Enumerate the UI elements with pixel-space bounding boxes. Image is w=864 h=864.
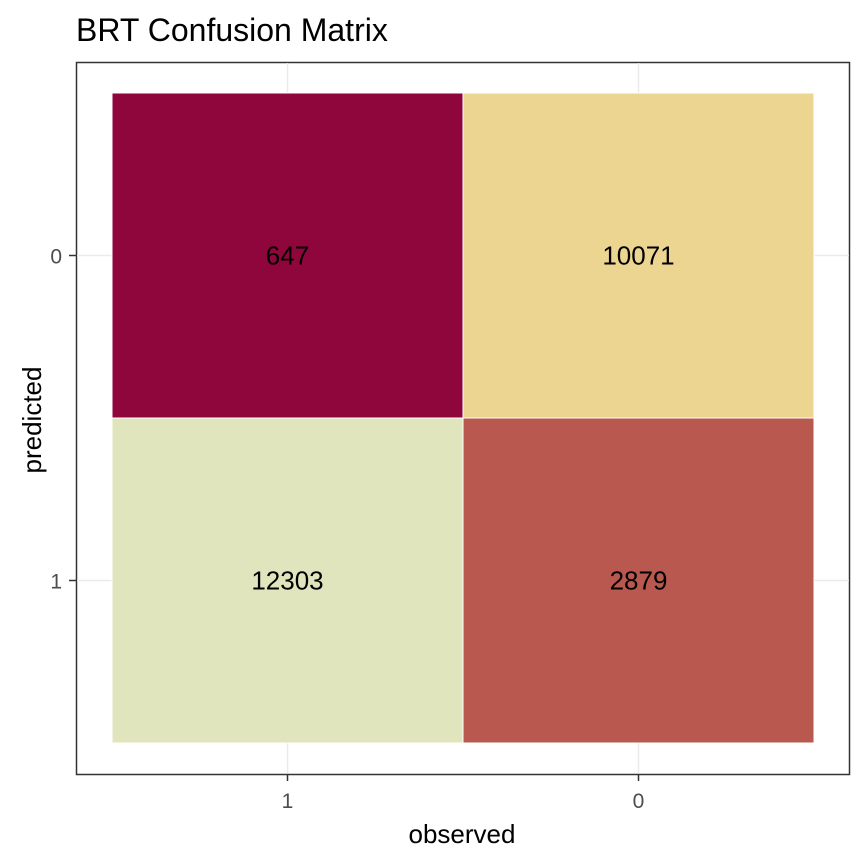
- y-axis: 01: [50, 246, 76, 594]
- cell-value-label: 12303: [251, 566, 323, 596]
- y-axis-title: predicted: [17, 367, 47, 474]
- cell-value-label: 10071: [602, 241, 674, 271]
- heatmap-cell-observed-0-predicted-0: [462, 92, 815, 419]
- cell-value-label: 647: [266, 241, 309, 271]
- cell-labels: 647 10071 12303 2879: [251, 241, 674, 596]
- heatmap-cells: [111, 92, 815, 744]
- x-axis-title: observed: [409, 819, 516, 849]
- chart-title: BRT Confusion Matrix: [76, 12, 388, 48]
- x-tick-label: 1: [282, 790, 294, 813]
- cell-value-label: 2879: [610, 566, 668, 596]
- heatmap-cell-observed-0-predicted-1: [462, 417, 815, 744]
- y-tick-label: 0: [50, 246, 62, 269]
- x-tick-label: 0: [633, 790, 645, 813]
- heatmap-cell-observed-1-predicted-1: [111, 417, 464, 744]
- y-tick-label: 1: [50, 571, 62, 594]
